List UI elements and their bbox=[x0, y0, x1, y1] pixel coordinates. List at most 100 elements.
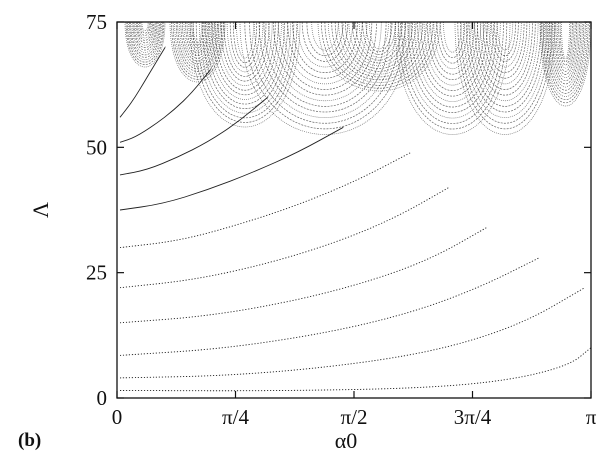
chaos-arc bbox=[175, 21, 220, 72]
chaos-arc bbox=[433, 21, 472, 69]
chaos-arc bbox=[341, 21, 417, 72]
trajectory-line bbox=[119, 287, 586, 379]
chaos-arc bbox=[217, 21, 273, 86]
chaos-arc bbox=[543, 21, 588, 97]
y-tick-label: 0 bbox=[97, 386, 108, 410]
chaos-arc bbox=[192, 21, 203, 43]
x-tick-label: π bbox=[586, 405, 597, 429]
chaos-arc bbox=[186, 21, 209, 54]
chaos-arc bbox=[463, 21, 547, 118]
chaos-arc bbox=[131, 21, 159, 53]
chaos-arc bbox=[488, 21, 522, 68]
chaos-arc bbox=[362, 21, 396, 55]
trajectory-line bbox=[119, 126, 344, 211]
trajectory-line bbox=[119, 347, 592, 392]
trajectory-line bbox=[119, 186, 450, 289]
chaos-arc bbox=[183, 21, 212, 59]
chaos-arc bbox=[541, 21, 590, 103]
chaos-arc bbox=[417, 21, 488, 97]
chaos-arc bbox=[263, 21, 387, 107]
chaos-arc bbox=[139, 21, 151, 36]
chaos-arc bbox=[129, 21, 161, 58]
chaos-arc bbox=[558, 21, 573, 66]
chaos-arc bbox=[443, 21, 462, 53]
chaos-arc bbox=[494, 21, 516, 56]
chaos-arc bbox=[491, 21, 519, 62]
chaos-arc bbox=[457, 21, 553, 130]
chaos-arc bbox=[539, 21, 592, 107]
chaos-arc bbox=[135, 21, 155, 43]
chaos-arc bbox=[249, 21, 401, 124]
x-tick-label: 3π/4 bbox=[454, 405, 492, 429]
x-tick-label: π/4 bbox=[222, 405, 249, 429]
chaos-arc bbox=[192, 21, 298, 123]
chaos-arc bbox=[430, 21, 475, 75]
x-axis-ticks: 0 π/4 π/2 3π/4 π bbox=[112, 22, 597, 429]
chaos-arc bbox=[410, 21, 495, 108]
chaos-arc bbox=[226, 21, 264, 72]
chaos-arc bbox=[211, 21, 279, 95]
chaos-arc bbox=[205, 21, 285, 105]
panel-label: (b) bbox=[18, 430, 41, 451]
trajectory-curves bbox=[119, 46, 592, 392]
chaos-arc bbox=[407, 21, 498, 113]
chaos-arc bbox=[561, 21, 570, 59]
chaos-arc bbox=[124, 21, 166, 68]
chaos-arc bbox=[420, 21, 485, 91]
chaos-arc bbox=[369, 21, 389, 50]
chaos-arc bbox=[345, 21, 413, 69]
chaos-arc bbox=[137, 21, 153, 41]
chaos-arc bbox=[126, 21, 164, 63]
chaos-arc bbox=[141, 21, 149, 32]
chaos-arc bbox=[454, 21, 556, 135]
chaos-arc bbox=[485, 21, 525, 73]
chaos-arc bbox=[327, 21, 431, 83]
chaos-arc bbox=[496, 21, 514, 51]
trajectory-line bbox=[119, 69, 211, 143]
y-tick-label: 50 bbox=[86, 135, 107, 159]
chaos-arc bbox=[548, 21, 583, 88]
chaos-arc bbox=[311, 21, 339, 51]
y-axis-label: Λ bbox=[28, 202, 53, 218]
chaos-arc bbox=[277, 21, 373, 90]
chaos-arc bbox=[258, 21, 392, 113]
chaos-arc bbox=[404, 21, 501, 119]
x-axis-label: α0 bbox=[335, 428, 358, 453]
plot-frame bbox=[116, 21, 592, 399]
trajectory-line bbox=[119, 257, 540, 356]
chaos-arc bbox=[397, 21, 508, 130]
chaos-arc bbox=[182, 21, 213, 62]
chaos-arc bbox=[138, 21, 152, 39]
chaos-arc bbox=[358, 21, 400, 58]
chaos-arc bbox=[208, 21, 282, 100]
chaotic-region bbox=[124, 21, 592, 135]
chaos-arc bbox=[324, 21, 434, 86]
chaos-arc bbox=[331, 21, 427, 81]
chaos-arc bbox=[317, 21, 441, 92]
chaos-arc bbox=[220, 21, 270, 82]
trajectory-line bbox=[119, 227, 488, 324]
chaos-arc bbox=[223, 21, 267, 77]
chaos-arc bbox=[546, 21, 585, 91]
chaos-arc bbox=[301, 21, 349, 62]
chaos-arc bbox=[549, 21, 582, 85]
chaos-arc bbox=[189, 21, 301, 128]
chaos-arc bbox=[177, 21, 218, 69]
chaos-arc bbox=[214, 21, 276, 91]
chaos-arc bbox=[351, 21, 407, 64]
chaos-arc bbox=[133, 21, 157, 48]
chaos-arc bbox=[273, 21, 377, 96]
chaos-arc bbox=[321, 21, 437, 89]
chaos-arc bbox=[559, 21, 572, 62]
chaos-arc bbox=[439, 21, 466, 58]
chaos-arc bbox=[355, 21, 403, 61]
chaos-arc bbox=[423, 21, 482, 86]
chaos-arc bbox=[545, 21, 586, 94]
chaos-arc bbox=[282, 21, 368, 85]
chaos-arc bbox=[239, 21, 411, 135]
chaos-arc bbox=[556, 21, 575, 69]
chaos-arc bbox=[125, 21, 165, 65]
chaos-arc bbox=[365, 21, 393, 52]
chaos-arc bbox=[132, 21, 158, 51]
